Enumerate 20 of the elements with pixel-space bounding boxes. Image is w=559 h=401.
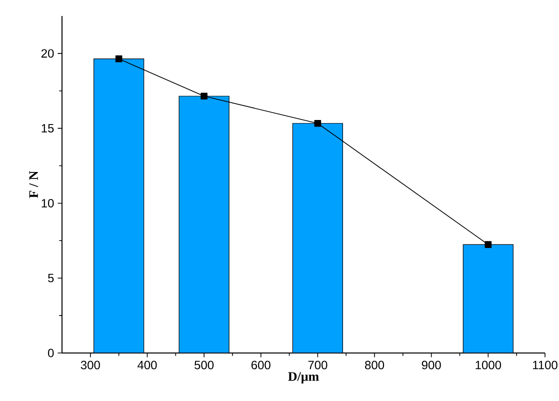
x-tick-label: 600 xyxy=(251,360,270,370)
point xyxy=(200,92,208,100)
x-tick-label: 1000 xyxy=(476,360,502,370)
x-tick-label: 800 xyxy=(365,360,384,370)
y-tick-label: 20 xyxy=(41,49,54,58)
y-axis-title: F / N xyxy=(29,170,38,198)
y-tick-label: 10 xyxy=(42,198,54,208)
x-axis-title: D/μm xyxy=(288,372,319,384)
point xyxy=(314,120,322,127)
x-tick-label: 500 xyxy=(194,360,214,370)
x-tick-label: 700 xyxy=(308,360,328,370)
point xyxy=(115,55,122,62)
x-tick-label: 1100 xyxy=(532,360,558,370)
y-tick-label: 5 xyxy=(48,274,54,282)
y-tick-label: 15 xyxy=(42,124,54,133)
x-tick-label: 300 xyxy=(80,360,100,370)
x-tick-label: 400 xyxy=(138,360,157,370)
y-tick-label: 0 xyxy=(48,348,54,358)
x-tick-label: 900 xyxy=(422,360,441,370)
point xyxy=(484,241,492,248)
